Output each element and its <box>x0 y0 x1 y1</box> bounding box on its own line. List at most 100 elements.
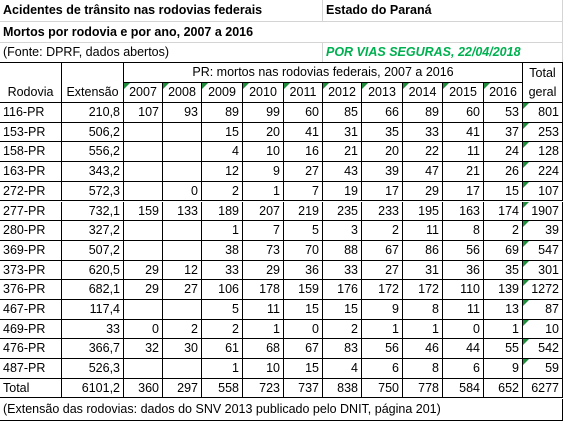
data-cell: 21 <box>323 142 362 163</box>
data-cell: 20 <box>362 142 403 163</box>
data-cell <box>124 300 163 320</box>
data-cell: 60 <box>284 103 323 123</box>
data-cell: 542 <box>523 339 563 360</box>
data-cell: 46 <box>403 339 443 360</box>
data-cell: 1907 <box>523 201 563 222</box>
data-cell: 27 <box>284 162 323 182</box>
data-cell: 6 <box>362 359 403 379</box>
data-cell: 41 <box>284 122 323 143</box>
data-cell <box>163 300 202 320</box>
data-cell: 176 <box>323 280 362 300</box>
data-cell: 55 <box>484 339 523 360</box>
data-cell <box>124 142 163 163</box>
data-cell: 107 <box>523 181 563 202</box>
data-cell: 29 <box>403 181 443 202</box>
data-cell: 467-PR <box>0 300 62 320</box>
data-cell: 376-PR <box>0 280 62 300</box>
total-cell: Total <box>0 378 62 399</box>
data-cell: 219 <box>284 201 323 222</box>
total-cell: 6101,2 <box>62 378 124 399</box>
data-cell: 507,2 <box>62 240 124 261</box>
data-cell: 33 <box>403 122 443 143</box>
data-cell: 2 <box>362 221 403 241</box>
data-cell: 13 <box>484 300 523 320</box>
title: Acidentes de trânsito nas rodovias feder… <box>0 0 323 22</box>
data-cell <box>124 240 163 261</box>
data-cell: 10 <box>243 359 284 379</box>
data-cell: 61 <box>202 339 243 360</box>
data-cell: 128 <box>523 142 563 163</box>
data-cell: 9 <box>484 359 523 379</box>
data-cell: 8 <box>403 300 443 320</box>
data-cell: 476-PR <box>0 339 62 360</box>
data-cell: 487-PR <box>0 359 62 379</box>
total-cell: 737 <box>284 378 323 399</box>
data-cell: 39 <box>523 221 563 241</box>
data-cell: 89 <box>202 103 243 123</box>
data-cell: 24 <box>484 142 523 163</box>
data-cell: 1 <box>243 319 284 340</box>
data-cell <box>124 359 163 379</box>
data-cell: 43 <box>323 162 362 182</box>
data-cell: 373-PR <box>0 260 62 281</box>
total-header: geral <box>523 83 563 103</box>
data-cell: 85 <box>323 103 362 123</box>
total-cell: 558 <box>202 378 243 399</box>
data-cell: 110 <box>443 280 484 300</box>
data-cell: 116-PR <box>0 103 62 123</box>
data-cell: 506,2 <box>62 122 124 143</box>
data-cell: 73 <box>243 240 284 261</box>
data-cell <box>163 240 202 261</box>
data-cell: 41 <box>443 122 484 143</box>
data-cell: 117,4 <box>62 300 124 320</box>
data-cell: 253 <box>523 122 563 143</box>
data-cell: 8 <box>403 359 443 379</box>
data-cell: 9 <box>243 162 284 182</box>
data-cell: 11 <box>403 221 443 241</box>
data-cell <box>124 162 163 182</box>
data-cell: 0 <box>443 319 484 340</box>
footer: (Extensão das rodovias: dados do SNV 201… <box>0 398 563 421</box>
data-cell: 15 <box>484 181 523 202</box>
total-cell: 652 <box>484 378 523 399</box>
data-cell: 27 <box>163 280 202 300</box>
data-cell: 83 <box>323 339 362 360</box>
data-cell: 172 <box>403 280 443 300</box>
data-cell: 801 <box>523 103 563 123</box>
data-cell: 556,2 <box>62 142 124 163</box>
data-cell <box>163 142 202 163</box>
table-border <box>0 62 563 63</box>
data-cell: 47 <box>403 162 443 182</box>
data-cell: 547 <box>523 240 563 261</box>
data-cell: 2 <box>163 319 202 340</box>
column-header: 2012 <box>323 83 362 103</box>
data-cell: 21 <box>443 162 484 182</box>
data-cell: 68 <box>243 339 284 360</box>
data-cell: 3 <box>323 221 362 241</box>
data-cell: 1 <box>403 319 443 340</box>
data-cell: 26 <box>484 162 523 182</box>
data-cell: 210,8 <box>62 103 124 123</box>
header-cell <box>62 63 124 83</box>
data-cell: 9 <box>362 300 403 320</box>
data-cell: 87 <box>523 300 563 320</box>
data-cell: 195 <box>403 201 443 222</box>
data-cell: 89 <box>403 103 443 123</box>
data-cell: 4 <box>323 359 362 379</box>
data-cell: 233 <box>362 201 403 222</box>
data-cell: 7 <box>284 181 323 202</box>
data-cell: 99 <box>243 103 284 123</box>
subtitle: Mortos por rodovia e por ano, 2007 a 201… <box>0 22 563 43</box>
data-cell: 12 <box>202 162 243 182</box>
data-cell: 35 <box>362 122 403 143</box>
data-cell: 86 <box>403 240 443 261</box>
data-cell: 2 <box>202 181 243 202</box>
data-cell: 15 <box>284 359 323 379</box>
data-cell: 31 <box>403 260 443 281</box>
data-cell: 44 <box>443 339 484 360</box>
data-cell: 59 <box>523 359 563 379</box>
data-cell: 159 <box>124 201 163 222</box>
data-cell: 4 <box>202 142 243 163</box>
data-cell: 70 <box>284 240 323 261</box>
